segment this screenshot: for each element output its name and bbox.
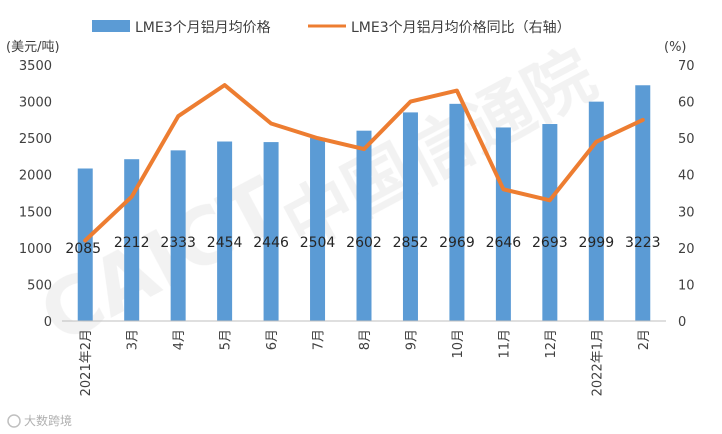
bar xyxy=(217,141,233,321)
source-logo-icon xyxy=(7,414,21,428)
bar-value-label: 3223 xyxy=(625,235,661,251)
bar xyxy=(588,101,604,322)
legend-line-label: LME3个月铝月均价格同比（右轴） xyxy=(351,20,571,36)
bar xyxy=(77,168,93,321)
right-tick-label: 30 xyxy=(678,205,695,220)
right-tick-label: 60 xyxy=(678,96,695,111)
right-axis-ticks: 0 10 20 30 40 50 60 70 xyxy=(678,59,695,330)
right-tick-label: 50 xyxy=(678,132,695,147)
left-tick-label: 3500 xyxy=(19,59,52,74)
x-tick-label: 12月 xyxy=(544,329,559,359)
line-series xyxy=(83,83,645,243)
left-tick-label: 1500 xyxy=(19,205,52,220)
x-tick-label: 2月 xyxy=(637,329,652,350)
x-tick-label: 5月 xyxy=(219,329,234,350)
right-tick-label: 0 xyxy=(678,315,686,330)
source-badge-text: 大数跨境 xyxy=(24,413,72,428)
bar-value-label: 2454 xyxy=(207,235,243,251)
left-tick-label: 2000 xyxy=(19,169,52,184)
bar xyxy=(356,130,372,321)
bar xyxy=(310,137,326,321)
data-labels: 2085 2212 2333 2454 2446 2504 2602 2852 2969 2646… xyxy=(65,235,660,257)
bar-value-label: 2969 xyxy=(439,235,475,251)
legend-bar-swatch xyxy=(92,20,130,32)
bar-value-label: 2504 xyxy=(300,235,336,251)
x-tick-label: 8月 xyxy=(358,329,373,350)
bar xyxy=(402,112,418,321)
x-tick-label: 2022年1月 xyxy=(590,329,605,396)
left-tick-label: 3000 xyxy=(19,96,52,111)
right-tick-label: 10 xyxy=(678,278,695,293)
x-tick-label: 6月 xyxy=(265,329,280,350)
bar-value-label: 2646 xyxy=(486,235,522,251)
bar xyxy=(495,127,511,322)
bar-value-label: 2602 xyxy=(346,235,382,251)
bar xyxy=(635,85,651,321)
x-tick-label: 11月 xyxy=(497,329,512,359)
bar-value-label: 2999 xyxy=(578,235,614,251)
bar-value-label: 2852 xyxy=(393,235,429,251)
bar-value-label: 2446 xyxy=(253,235,289,251)
bar xyxy=(542,124,558,322)
bar-value-label: 2212 xyxy=(114,235,150,251)
left-axis-ticks: 0 500 1000 1500 2000 2500 3000 3500 xyxy=(19,59,52,330)
right-axis-unit: (%) xyxy=(664,40,687,55)
source-badge: 大数跨境 xyxy=(7,413,72,428)
left-axis-unit: (美元/吨) xyxy=(6,40,60,55)
bar-value-label: 2693 xyxy=(532,235,568,251)
bar-value-label: 2333 xyxy=(160,235,196,251)
x-tick-label: 10月 xyxy=(451,329,466,359)
left-tick-label: 0 xyxy=(44,315,52,330)
left-tick-label: 2500 xyxy=(19,132,52,147)
watermark-latin: CAICT xyxy=(27,162,296,362)
bar-value-label: 2085 xyxy=(65,241,101,257)
line-series-path xyxy=(83,83,645,243)
x-tick-label: 9月 xyxy=(404,329,419,350)
right-tick-label: 40 xyxy=(678,169,695,184)
bar xyxy=(449,103,465,321)
bar-series xyxy=(77,85,651,322)
x-tick-label: 3月 xyxy=(126,329,141,350)
bar xyxy=(170,150,186,321)
x-tick-label: 2021年2月 xyxy=(79,329,94,396)
x-tick-label: 4月 xyxy=(172,329,187,350)
bar xyxy=(263,142,279,321)
x-axis-ticks: 2021年2月 3月 4月 5月 6月 7月 8月 9月 10月 11月 12月 2022年1月 2月 xyxy=(79,329,652,396)
right-tick-label: 20 xyxy=(678,242,695,257)
left-tick-label: 500 xyxy=(27,278,52,293)
x-tick-label: 7月 xyxy=(312,329,327,350)
right-tick-label: 70 xyxy=(678,59,695,74)
left-tick-label: 1000 xyxy=(19,242,52,257)
legend: LME3个月铝月均价格 LME3个月铝月均价格同比（右轴） xyxy=(92,20,571,36)
legend-bar-label: LME3个月铝月均价格 xyxy=(135,20,271,36)
